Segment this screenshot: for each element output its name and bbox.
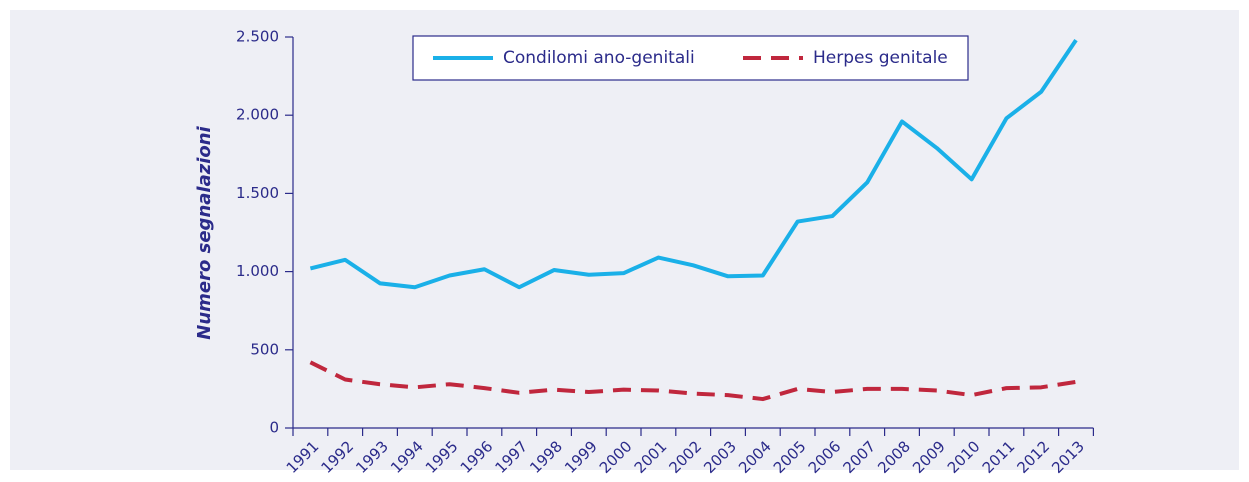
y-tick-label: 500: [250, 340, 279, 358]
background: [10, 10, 1239, 470]
y-tick-label: 2.000: [236, 106, 279, 124]
legend-box: [412, 35, 969, 81]
data-line: [309, 39, 1078, 290]
y-axis-label: Numero segnalazioni: [194, 125, 215, 339]
data-line: [309, 360, 1077, 402]
y-tick-label: 0: [269, 419, 279, 437]
legend-label: Herpes genitale: [813, 48, 948, 68]
y-tick-label: 1.000: [236, 262, 279, 280]
y-tick-label: 2.500: [236, 28, 279, 46]
legend-label: Condilomi ano-genitali: [503, 48, 695, 68]
y-tick-label: 1.500: [236, 184, 279, 202]
